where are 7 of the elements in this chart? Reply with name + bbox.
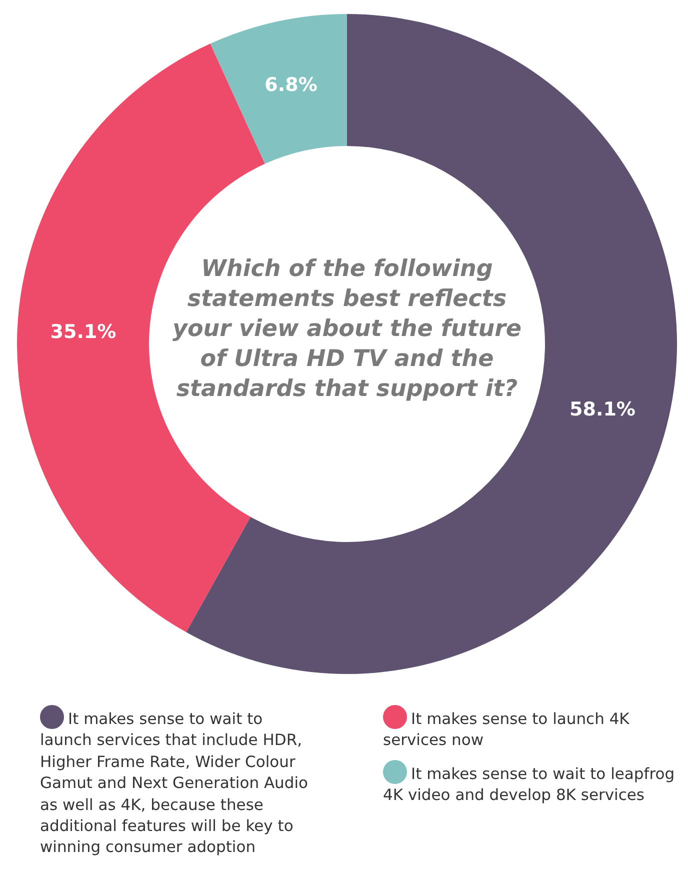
legend-label: It makes sense to launch 4K services now [383,709,630,752]
data-label: 35.1% [50,321,116,344]
data-label: 6.8% [264,74,318,96]
legend-label: It makes sense to wait to launch services that include HDR, Higher Frame Rate, Wider Colour Gamut and Next Generation Audio as well as 4K, because these additional features will be key to winning consumer adoption [40,709,310,858]
text: Which of the following statements best reflects your view about the future of Ultra HD TV and the standards that support it? [171,255,523,404]
legend-label: It makes sense to wait to leapfrog 4K video and develop 8K services [383,764,676,806]
data-label: 58.1% [570,398,636,420]
